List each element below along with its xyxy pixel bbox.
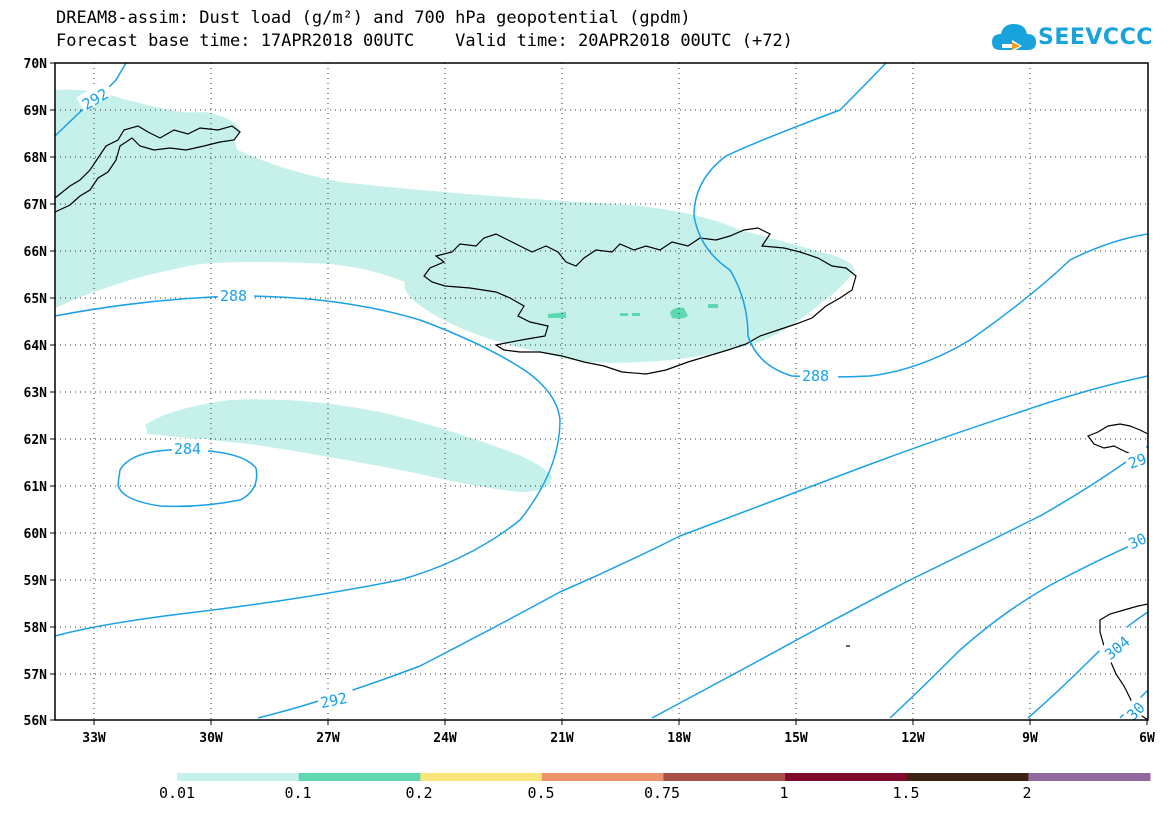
- legend-swatch: [298, 773, 421, 781]
- legend-label: 0.01: [158, 784, 196, 802]
- legend-swatch: [663, 773, 786, 781]
- contour-304: [1027, 611, 1148, 719]
- map-plot-area: 292 288 284 288 292 29 30 304 30: [55, 63, 1150, 720]
- contour-label-292-south: 292: [319, 689, 349, 712]
- coastline-faroes: [1087, 423, 1148, 457]
- contour-288-east: [693, 63, 1148, 378]
- lat-label: 65N: [24, 292, 48, 307]
- contour-label-284: 284: [174, 440, 201, 458]
- contour-288-west: [55, 295, 561, 637]
- lon-label: 18W: [667, 731, 691, 746]
- contour-296: [651, 445, 1148, 719]
- lon-label: 12W: [901, 731, 925, 746]
- legend-label: 0.1: [284, 784, 312, 802]
- longitude-labels: 33W 30W 27W 24W 21W 18W 15W 12W 9W 6W: [82, 731, 1155, 746]
- contour-300: [889, 537, 1148, 719]
- axis-ticks: [50, 62, 1148, 725]
- lon-label: 15W: [784, 731, 808, 746]
- lon-label: 24W: [433, 731, 457, 746]
- lat-label: 64N: [24, 339, 48, 354]
- legend-swatch: [541, 773, 664, 781]
- forecast-time-subtitle: Forecast base time: 17APR2018 00UTC Vali…: [56, 31, 793, 51]
- cloud-icon: [992, 24, 1036, 52]
- map-graticule: [55, 63, 1148, 720]
- lat-label: 70N: [24, 57, 48, 72]
- lat-label: 69N: [24, 104, 48, 119]
- lat-label: 63N: [24, 386, 48, 401]
- lon-label: 9W: [1022, 731, 1038, 746]
- lon-label: 27W: [316, 731, 340, 746]
- legend-label: 0.5: [527, 784, 555, 802]
- dust-plume-iceland: [55, 100, 855, 363]
- lat-label: 62N: [24, 433, 48, 448]
- lat-label: 67N: [24, 198, 48, 213]
- contour-label-296: 29: [1126, 450, 1149, 473]
- legend-swatch: [906, 773, 1029, 781]
- logo-text: SEEVCCC: [1038, 25, 1153, 50]
- contour-label-288-west: 288: [220, 287, 247, 305]
- legend-swatch: [785, 773, 908, 781]
- lat-label: 68N: [24, 151, 48, 166]
- lon-label: 33W: [82, 731, 106, 746]
- map-title: DREAM8-assim: Dust load (g/m²) and 700 h…: [56, 8, 691, 28]
- legend-swatch: [1028, 773, 1151, 781]
- legend-swatch: [420, 773, 543, 781]
- lat-label: 61N: [24, 480, 48, 495]
- legend-label: 0.75: [643, 784, 681, 802]
- lon-label: 21W: [550, 731, 574, 746]
- legend-label: 2: [1022, 784, 1032, 802]
- lat-label: 58N: [24, 621, 48, 636]
- legend-label: 0.2: [405, 784, 433, 802]
- lat-label: 57N: [24, 668, 48, 683]
- lat-label: 60N: [24, 527, 48, 542]
- legend-label: 1: [779, 784, 789, 802]
- legend-label: 1.5: [892, 784, 920, 802]
- dust-plume-south: [145, 399, 552, 492]
- contour-284: [117, 449, 258, 508]
- contour-292-south: [257, 375, 1148, 719]
- lon-label: 6W: [1139, 731, 1155, 746]
- lat-label: 59N: [24, 574, 48, 589]
- lat-label: 56N: [24, 714, 48, 729]
- lon-label: 30W: [199, 731, 223, 746]
- lat-label: 66N: [24, 245, 48, 260]
- contour-label-300: 30: [1126, 529, 1150, 553]
- coastline-iceland: [423, 227, 857, 375]
- latitude-labels: 70N 69N 68N 67N 66N 65N 64N 63N 62N 61N …: [24, 57, 48, 729]
- seevccc-logo: SEEVCCC: [990, 20, 1165, 60]
- color-legend: [177, 773, 1151, 781]
- contour-label-288-east: 288: [802, 367, 829, 385]
- coastline-greenland: [55, 125, 241, 213]
- legend-swatch: [177, 773, 300, 781]
